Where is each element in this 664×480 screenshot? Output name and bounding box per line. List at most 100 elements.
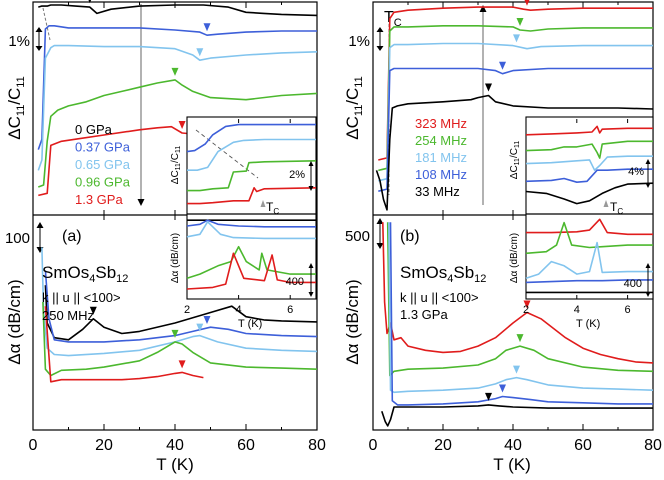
- panel-b-top-series: [375, 0, 654, 211]
- panel-a: 0 20 40 60 80 T (K) ΔC11/C11 Δα (dB/cm) 1% 1…: [5, 0, 326, 474]
- panel-b-top-anomaly-marker-4: [485, 83, 492, 92]
- panel-b-inset-bottom-scale-bar: 400: [624, 263, 651, 297]
- panel-a-legend-item-2: 0.65 GPa: [75, 157, 131, 172]
- panel-a-x-axis-label: T (K): [156, 455, 193, 474]
- panel-b-bottom-line-2: [388, 222, 654, 394]
- panel-a-inset-top-scale-label: 2%: [289, 169, 305, 181]
- panel-b-inset-x-tick-labels: 2 4 6: [523, 304, 631, 316]
- panel-b-x-tick-label-0: 0: [369, 437, 378, 454]
- panel-b-legend: 323 MHz 254 MHz 181 MHz 108 MHz 33 MHz: [415, 116, 467, 199]
- panel-b-bottom-scale-bar: 500: [345, 218, 384, 249]
- panel-b-top-anomaly-marker-2: [513, 34, 520, 43]
- panel-a-top-scale-bar-label: 1%: [8, 33, 30, 50]
- panel-a-bottom-line-4: [44, 306, 204, 383]
- panel-a-legend-item-3: 0.96 GPa: [75, 175, 131, 190]
- panel-a-bottom-line-1: [44, 270, 318, 343]
- panel-b-inset-top-scale-bar: 4%: [628, 159, 651, 188]
- panel-a-bottom-anomaly-marker-1: [203, 316, 211, 324]
- panel-a-x-tick-label-0: 0: [29, 437, 38, 454]
- panel-a-inset-bottom-line-2: [186, 221, 316, 240]
- panel-a-inset-top-line-3: [187, 187, 317, 205]
- panel-b-inset-top-line-2: [525, 155, 653, 171]
- panel-b-top-anomaly-marker-3: [499, 61, 506, 70]
- panel-b-inset-bottom-line-2: [525, 241, 653, 280]
- panel-b-legend-item-4: 33 MHz: [415, 184, 460, 199]
- panel-b-bottom-anomaly-marker-2: [513, 365, 520, 374]
- panel-b-inset-top-line-4: [525, 182, 654, 205]
- panel-b-x-axis-label: T (K): [493, 455, 530, 474]
- panel-a-inset-top-y-label: ΔC11/C11: [170, 146, 182, 185]
- panel-a-inset-top-line-1: [187, 138, 316, 171]
- panel-a-legend-item-4: 1.3 GPa: [75, 192, 123, 207]
- panel-a-bottom-anomaly-marker-0: [89, 306, 97, 315]
- panel-b-top-scale-bar: 1%: [348, 27, 384, 51]
- panel-a-x-tick-label-3: 60: [237, 437, 255, 454]
- panel-b-top-scale-bar-label: 1%: [348, 33, 370, 50]
- panel-a-legend-item-0: 0 GPa: [75, 122, 113, 137]
- panel-a-bottom-line-3: [42, 301, 318, 377]
- panel-a-top-series: [37, 0, 318, 197]
- panel-b-bottom-line-3: [389, 222, 653, 406]
- panel-b-bottom-anomaly-marker-3: [499, 384, 506, 393]
- panel-a-top-anomaly-marker-2: [196, 48, 204, 57]
- panel-b-inset-x-tick-label-0: 2: [523, 304, 529, 316]
- panel-b-inset-bottom-scale-label: 400: [624, 278, 642, 290]
- panel-b-inset-x-label: T (K): [576, 318, 600, 330]
- panel-b-inset-x-ticks: [525, 119, 629, 299]
- panel-b-inset-top-line-3: [525, 168, 653, 183]
- panel-a-inset-top-series: [186, 123, 317, 205]
- panel-b-x-tick-label-4: 80: [644, 437, 662, 454]
- panel-b-legend-item-3: 108 MHz: [415, 167, 467, 182]
- panel-b-top-anomaly-marker-1: [516, 18, 524, 26]
- panel-b-top-line-3: [378, 67, 653, 192]
- panel-a-inset-x-tick-label-0: 2: [184, 304, 190, 316]
- panel-b-inset-top-series: [525, 125, 654, 205]
- panel-b-inset-top-y-label: ΔC11/C11: [509, 141, 521, 180]
- panel-b-condition-2: 1.3 GPa: [400, 307, 448, 322]
- panel-b-bottom-line-4: [381, 404, 653, 427]
- panel-a-x-tick-labels: 0 20 40 60 80: [29, 437, 326, 454]
- panel-b-inset-bottom-y-label: Δα (dB/cm): [509, 233, 520, 283]
- panel-b-condition-1: k || u || <100>: [400, 290, 479, 305]
- panel-b-top-line-1: [378, 25, 653, 172]
- panel-b-top-anomaly-marker-0: [524, 0, 530, 6]
- panel-b-bottom-scale-bar-label: 500: [345, 228, 370, 245]
- panel-b-bottom-anomaly-marker-0: [523, 300, 531, 309]
- panel-a-bottom-anomaly-marker-3: [171, 329, 179, 338]
- panel-b-legend-item-0: 323 MHz: [415, 116, 467, 131]
- panel-a-inset-top-scale-bar: 2%: [289, 161, 314, 191]
- panel-b-inset-bottom-line-3: [525, 279, 653, 284]
- panel-b-x-tick-label-1: 20: [434, 437, 452, 454]
- panel-a-bottom-y-axis-label: Δα (dB/cm): [5, 279, 24, 364]
- panel-b-inset-x-tick-label-1: 4: [574, 304, 580, 316]
- panel-b-compound: SmOs4Sb12: [400, 263, 486, 285]
- panel-a-bottom-scale-bar: 100: [5, 222, 44, 253]
- panel-b-top-line-4: [375, 94, 654, 211]
- panel-b-inset-bottom-series: [525, 218, 653, 294]
- panel-a-top-line-1: [37, 25, 317, 150]
- panel-b-bottom-anomaly-marker-1: [516, 334, 524, 343]
- panel-b-legend-item-2: 181 MHz: [415, 150, 467, 165]
- panel-a-bottom-scale-bar-label: 100: [5, 230, 30, 247]
- panel-a-compound: SmOs4Sb12: [42, 263, 128, 285]
- panel-a-x-tick-label-1: 20: [95, 437, 113, 454]
- panel-a-inset-bottom-line-4: [186, 252, 316, 290]
- panel-a-top-line-4: [38, 125, 204, 197]
- panel-a-inset-x-label: T (K): [238, 318, 262, 330]
- panel-a-guide-lines: [42, 4, 145, 206]
- panel-a-inset-bottom-y-label: Δα (dB/cm): [170, 233, 181, 283]
- panel-a-top-scale-bar: 1%: [8, 27, 43, 51]
- panel-a-inset-bottom-series: [186, 219, 316, 290]
- panel-a-bottom-line-0: [44, 285, 318, 341]
- panel-b-inset-x-tick-label-2: 6: [625, 304, 631, 316]
- panel-b-inset-top-scale-label: 4%: [628, 166, 644, 178]
- panel-a-inset-x-ticks: [186, 119, 291, 299]
- panel-b-x-tick-labels: 0 20 40 60 80: [369, 437, 662, 454]
- panel-a-x-tick-label-4: 80: [308, 437, 326, 454]
- panel-a-top-anomaly-marker-4: [178, 121, 186, 129]
- panel-a-legend-item-1: 0.37 GPa: [75, 140, 131, 155]
- panel-b-inset-bottom-line-0: [526, 218, 653, 236]
- panel-b-bottom-series: [381, 222, 654, 427]
